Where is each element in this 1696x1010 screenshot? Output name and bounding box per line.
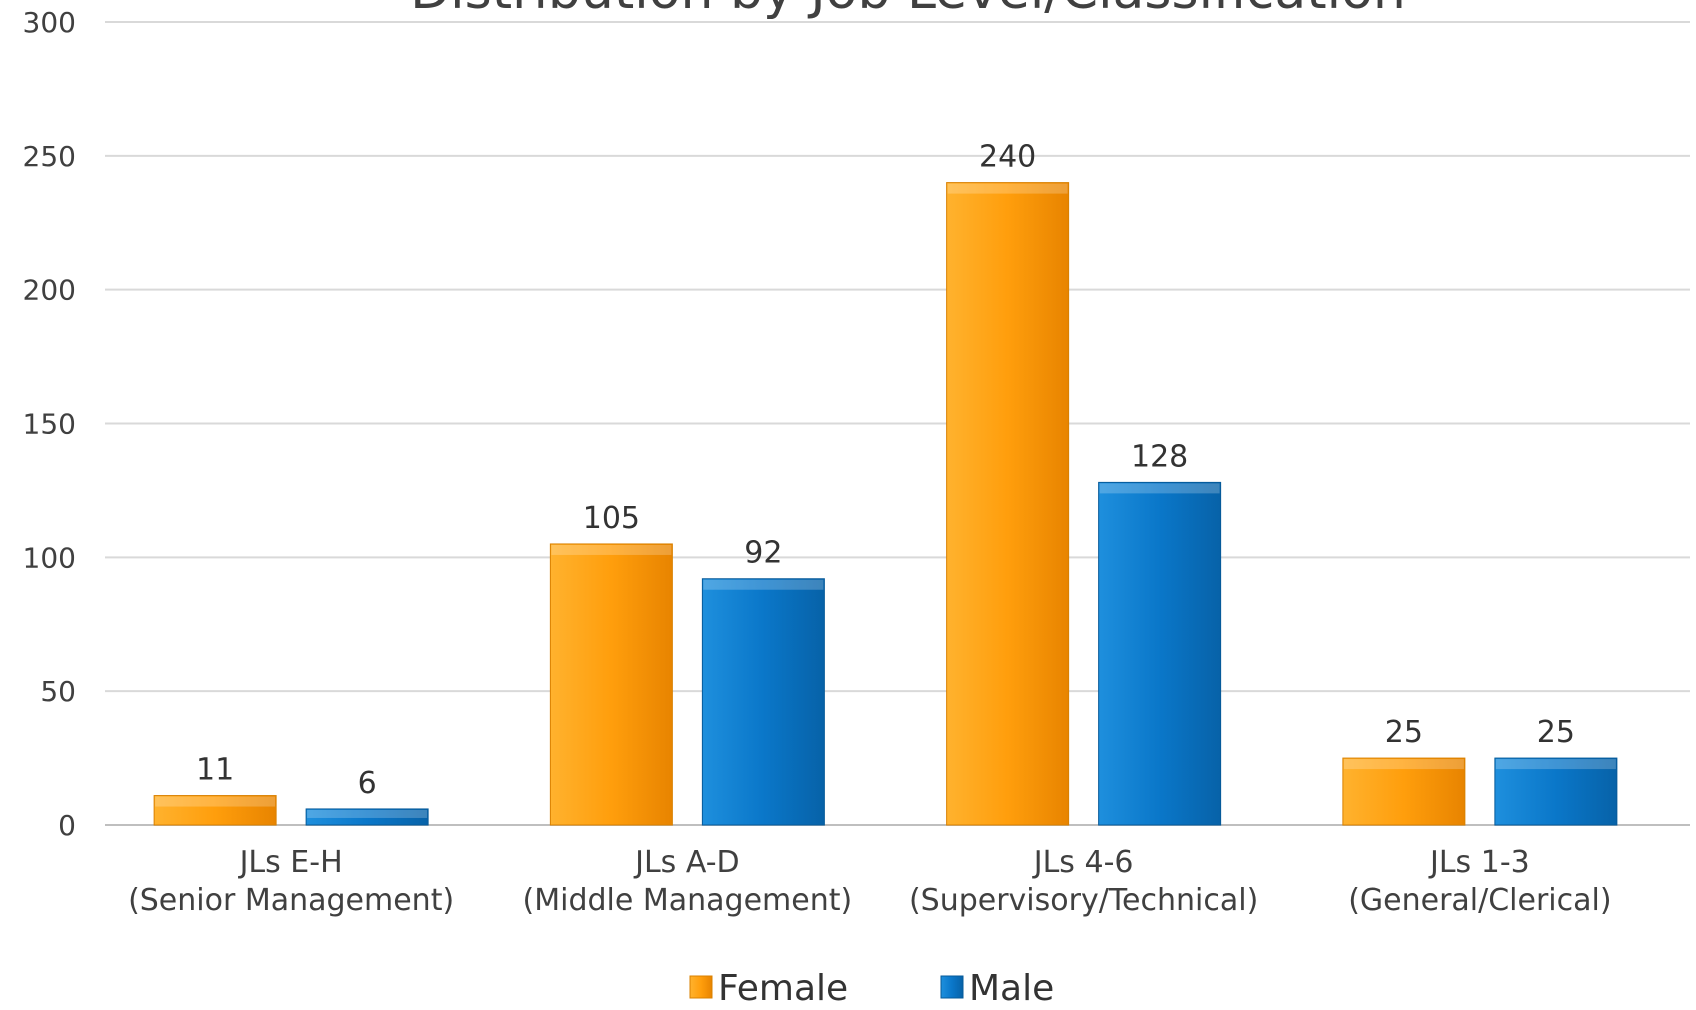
data-label: 105: [583, 501, 640, 536]
chart-title: Distribution by Job Level/Classification: [410, 0, 1406, 21]
y-axis: 0 50 100 150 200 250 300: [23, 6, 76, 842]
legend-swatch-female: [689, 975, 713, 999]
y-tick-label: 200: [23, 274, 76, 307]
legend-label-female: Female: [718, 968, 848, 1009]
bar-highlight: [1495, 759, 1616, 770]
data-label: 25: [1537, 715, 1575, 750]
legend: Female Male: [689, 968, 1054, 1009]
y-tick-label: 300: [23, 6, 76, 39]
x-tick-label-sub: (General/Clerical): [1348, 883, 1611, 918]
y-tick-label: 250: [23, 140, 76, 173]
y-tick-label: 150: [23, 408, 76, 441]
bar-male: [1494, 757, 1618, 826]
x-axis: JLs E-H(Senior Management) JLs A-D(Middle…: [128, 845, 1611, 918]
x-tick-label: JLs E-H: [238, 845, 343, 880]
data-label: 128: [1131, 439, 1188, 474]
bar-female: [549, 543, 673, 826]
bar-male: [701, 578, 825, 826]
x-tick-label: JLs 4-6: [1032, 845, 1134, 880]
bar-highlight: [155, 796, 276, 807]
bar-highlight: [703, 579, 824, 590]
data-label: 92: [744, 536, 782, 571]
x-tick-label-sub: (Senior Management): [128, 883, 454, 918]
bar-highlight: [1099, 483, 1220, 494]
bar-female: [946, 182, 1070, 826]
bar-highlight: [1343, 759, 1464, 770]
bars: 11 6 105 92 240 128 25 25: [153, 140, 1618, 826]
bar-male: [1098, 481, 1222, 826]
x-tick-label: JLs A-D: [633, 845, 740, 880]
y-tick-label: 50: [40, 675, 76, 708]
x-tick-label-sub: (Middle Management): [523, 883, 853, 918]
bar-male: [305, 808, 429, 826]
data-label: 25: [1385, 715, 1423, 750]
x-tick-label-sub: (Supervisory/Technical): [909, 883, 1258, 918]
data-label: 6: [358, 766, 377, 801]
bar-female: [153, 795, 277, 826]
x-tick-label: JLs 1-3: [1428, 845, 1530, 880]
data-label: 240: [979, 140, 1036, 175]
y-tick-label: 0: [58, 809, 76, 842]
bar-highlight: [551, 544, 672, 555]
legend-label-male: Male: [969, 968, 1054, 1009]
gridlines: [105, 21, 1690, 826]
legend-swatch-male: [940, 975, 964, 999]
data-label: 11: [196, 753, 234, 788]
bar-highlight: [307, 809, 428, 818]
bar-highlight: [947, 183, 1068, 194]
y-tick-label: 100: [23, 541, 76, 574]
bar-female: [1342, 757, 1466, 826]
